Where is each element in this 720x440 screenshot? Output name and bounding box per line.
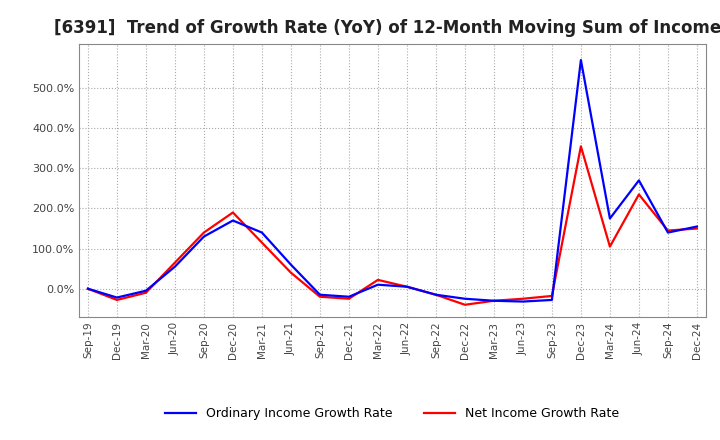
Net Income Growth Rate [402,284,411,290]
Ordinary Income Growth Rate [461,296,469,301]
Ordinary Income Growth Rate [287,262,295,267]
Net Income Growth Rate [606,244,614,249]
Net Income Growth Rate [315,294,324,299]
Ordinary Income Growth Rate [431,292,440,297]
Ordinary Income Growth Rate [606,216,614,221]
Net Income Growth Rate [345,296,354,301]
Net Income Growth Rate [142,290,150,295]
Line: Net Income Growth Rate: Net Income Growth Rate [88,146,697,305]
Ordinary Income Growth Rate [664,230,672,235]
Ordinary Income Growth Rate [171,264,179,269]
Legend: Ordinary Income Growth Rate, Net Income Growth Rate: Ordinary Income Growth Rate, Net Income … [161,402,624,425]
Ordinary Income Growth Rate [258,230,266,235]
Ordinary Income Growth Rate [548,297,557,303]
Ordinary Income Growth Rate [490,298,498,304]
Ordinary Income Growth Rate [634,178,643,183]
Net Income Growth Rate [693,226,701,231]
Net Income Growth Rate [431,292,440,297]
Ordinary Income Growth Rate [315,292,324,297]
Ordinary Income Growth Rate [518,299,527,304]
Net Income Growth Rate [84,286,92,291]
Net Income Growth Rate [634,192,643,197]
Net Income Growth Rate [228,210,237,215]
Net Income Growth Rate [199,230,208,235]
Ordinary Income Growth Rate [402,284,411,290]
Title: [6391]  Trend of Growth Rate (YoY) of 12-Month Moving Sum of Incomes: [6391] Trend of Growth Rate (YoY) of 12-… [54,19,720,37]
Net Income Growth Rate [112,297,121,303]
Net Income Growth Rate [171,260,179,265]
Ordinary Income Growth Rate [345,294,354,299]
Ordinary Income Growth Rate [228,218,237,223]
Ordinary Income Growth Rate [577,57,585,62]
Net Income Growth Rate [287,270,295,275]
Net Income Growth Rate [518,296,527,301]
Ordinary Income Growth Rate [84,286,92,291]
Ordinary Income Growth Rate [112,295,121,300]
Line: Ordinary Income Growth Rate: Ordinary Income Growth Rate [88,60,697,301]
Ordinary Income Growth Rate [199,234,208,239]
Net Income Growth Rate [374,277,382,282]
Net Income Growth Rate [490,298,498,304]
Net Income Growth Rate [548,293,557,299]
Net Income Growth Rate [664,228,672,233]
Ordinary Income Growth Rate [374,282,382,287]
Net Income Growth Rate [258,240,266,245]
Net Income Growth Rate [577,143,585,149]
Ordinary Income Growth Rate [142,288,150,293]
Ordinary Income Growth Rate [693,224,701,229]
Net Income Growth Rate [461,302,469,308]
